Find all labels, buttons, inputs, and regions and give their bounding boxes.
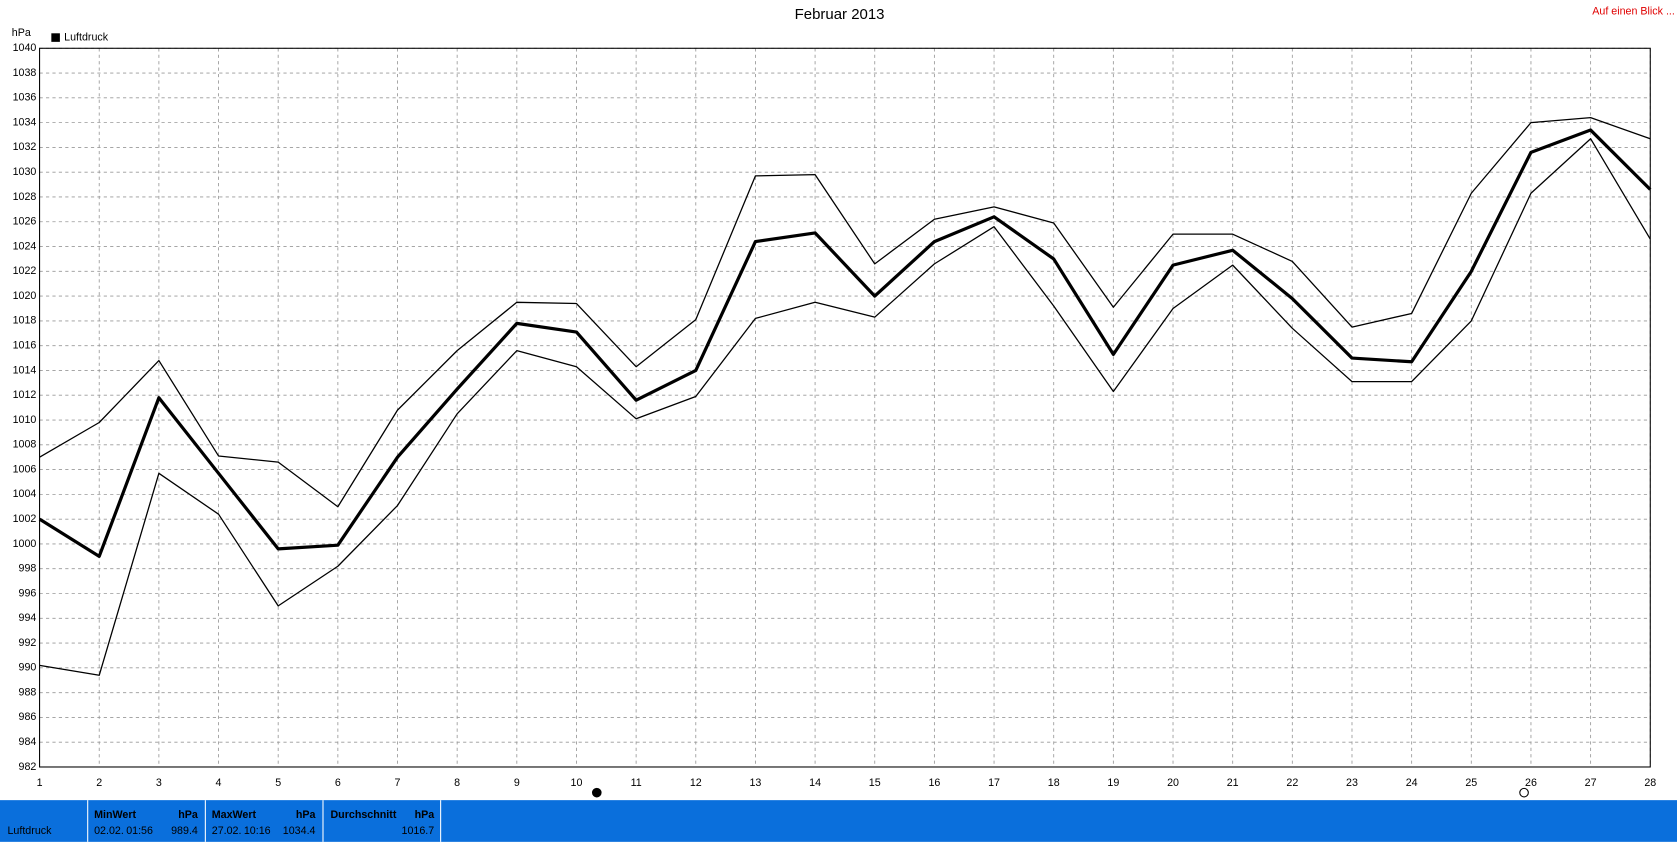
- y-tick-label: 1000: [13, 538, 37, 550]
- summary-header: Durchschnitt: [330, 809, 396, 821]
- chart-title: Februar 2013: [795, 6, 885, 23]
- x-tick-label: 26: [1525, 777, 1537, 789]
- plot-frame: [39, 47, 1651, 768]
- summary-value: 989.4: [171, 825, 198, 837]
- x-tick-label: 1: [37, 777, 43, 789]
- summary-time: 10:16: [244, 825, 271, 837]
- x-tick-label: 16: [928, 777, 940, 789]
- y-tick-label: 990: [19, 662, 37, 674]
- y-tick-label: 1026: [13, 216, 37, 228]
- summary-unit: hPa: [178, 809, 199, 821]
- legend-label: Luftdruck: [64, 31, 109, 43]
- x-tick-label: 6: [335, 777, 341, 789]
- y-tick-label: 1006: [13, 463, 37, 475]
- y-tick-label: 1036: [13, 92, 37, 104]
- x-tick-label: 23: [1346, 777, 1358, 789]
- y-tick-label: 1032: [13, 141, 37, 153]
- x-tick-label: 12: [690, 777, 702, 789]
- link[interactable]: Auf einen Blick ...: [1592, 6, 1675, 18]
- x-tick-label: 9: [514, 777, 520, 789]
- x-tick-label: 7: [395, 777, 401, 789]
- summary-time: 01:56: [126, 825, 153, 837]
- summary-header: MaxWert: [212, 809, 257, 821]
- x-tick-label: 19: [1107, 777, 1119, 789]
- x-tick-label: 18: [1048, 777, 1060, 789]
- y-tick-label: 996: [19, 587, 37, 599]
- summary-unit: hPa: [296, 809, 317, 821]
- moon-icon: [1519, 787, 1529, 798]
- x-tick-label: 15: [869, 777, 881, 789]
- y-tick-label: 992: [19, 637, 37, 649]
- y-tick-label: 984: [19, 736, 37, 748]
- x-tick-label: 22: [1286, 777, 1298, 789]
- x-tick-label: 28: [1644, 777, 1656, 789]
- x-tick-label: 17: [988, 777, 1000, 789]
- summary-date: 27.02.: [212, 825, 242, 837]
- y-tick-label: 998: [19, 563, 37, 575]
- x-tick-label: 25: [1465, 777, 1477, 789]
- y-tick-label: 1030: [13, 166, 37, 178]
- legend-swatch: [51, 33, 60, 42]
- y-tick-label: 1008: [13, 439, 37, 451]
- x-tick-label: 4: [216, 777, 222, 789]
- y-tick-label: 1022: [13, 265, 37, 277]
- series-line: [39, 117, 1651, 508]
- moon-icon: [591, 787, 602, 798]
- dividers: [87, 800, 442, 842]
- summary-row-label: Luftdruck: [7, 825, 52, 837]
- x-tick-label: 13: [749, 777, 761, 789]
- x-tick-label: 14: [809, 777, 821, 789]
- series-line: [39, 138, 1651, 676]
- x-tick-label: 2: [96, 777, 102, 789]
- y-tick-label: 1010: [13, 414, 37, 426]
- x-tick-label: 3: [156, 777, 162, 789]
- x-tick-label: 27: [1585, 777, 1597, 789]
- summary-value: 1034.4: [283, 825, 316, 837]
- y-tick-label: 1018: [13, 315, 37, 327]
- summary-header: MinWert: [94, 809, 136, 821]
- x-tick-label: 11: [631, 777, 642, 789]
- y-tick-label: 1016: [13, 340, 37, 352]
- y-tick-label: 1002: [13, 513, 37, 525]
- x-tick-label: 20: [1167, 777, 1179, 789]
- y-tick-label: 986: [19, 711, 37, 723]
- y-tick-label: 1028: [13, 191, 37, 203]
- y-tick-label: 1020: [13, 290, 37, 302]
- summary-bar: [0, 800, 1677, 842]
- y-tick-label: 1034: [13, 116, 37, 128]
- x-tick-label: 21: [1227, 777, 1239, 789]
- x-tick-label: 8: [454, 777, 460, 789]
- x-tick-label: 5: [275, 777, 281, 789]
- y-tick-label: 994: [19, 612, 37, 624]
- x-tick-label: 10: [571, 777, 583, 789]
- summary-value: 1016.7: [402, 825, 435, 837]
- summary-unit: hPa: [415, 809, 436, 821]
- x-tick-label: 24: [1406, 777, 1418, 789]
- y-tick-label: 1012: [13, 389, 37, 401]
- y-tick-label: 1040: [13, 42, 37, 54]
- series-line: [38, 128, 1652, 558]
- y-tick-label: 982: [19, 761, 37, 773]
- y-tick-label: 988: [19, 686, 37, 698]
- y-tick-label: 1014: [13, 364, 37, 376]
- summary-date: 02.02.: [94, 825, 124, 837]
- y-axis-label: hPa: [12, 27, 31, 39]
- y-tick-label: 1038: [13, 67, 37, 79]
- y-tick-label: 1004: [13, 488, 37, 500]
- y-tick-label: 1024: [13, 240, 37, 252]
